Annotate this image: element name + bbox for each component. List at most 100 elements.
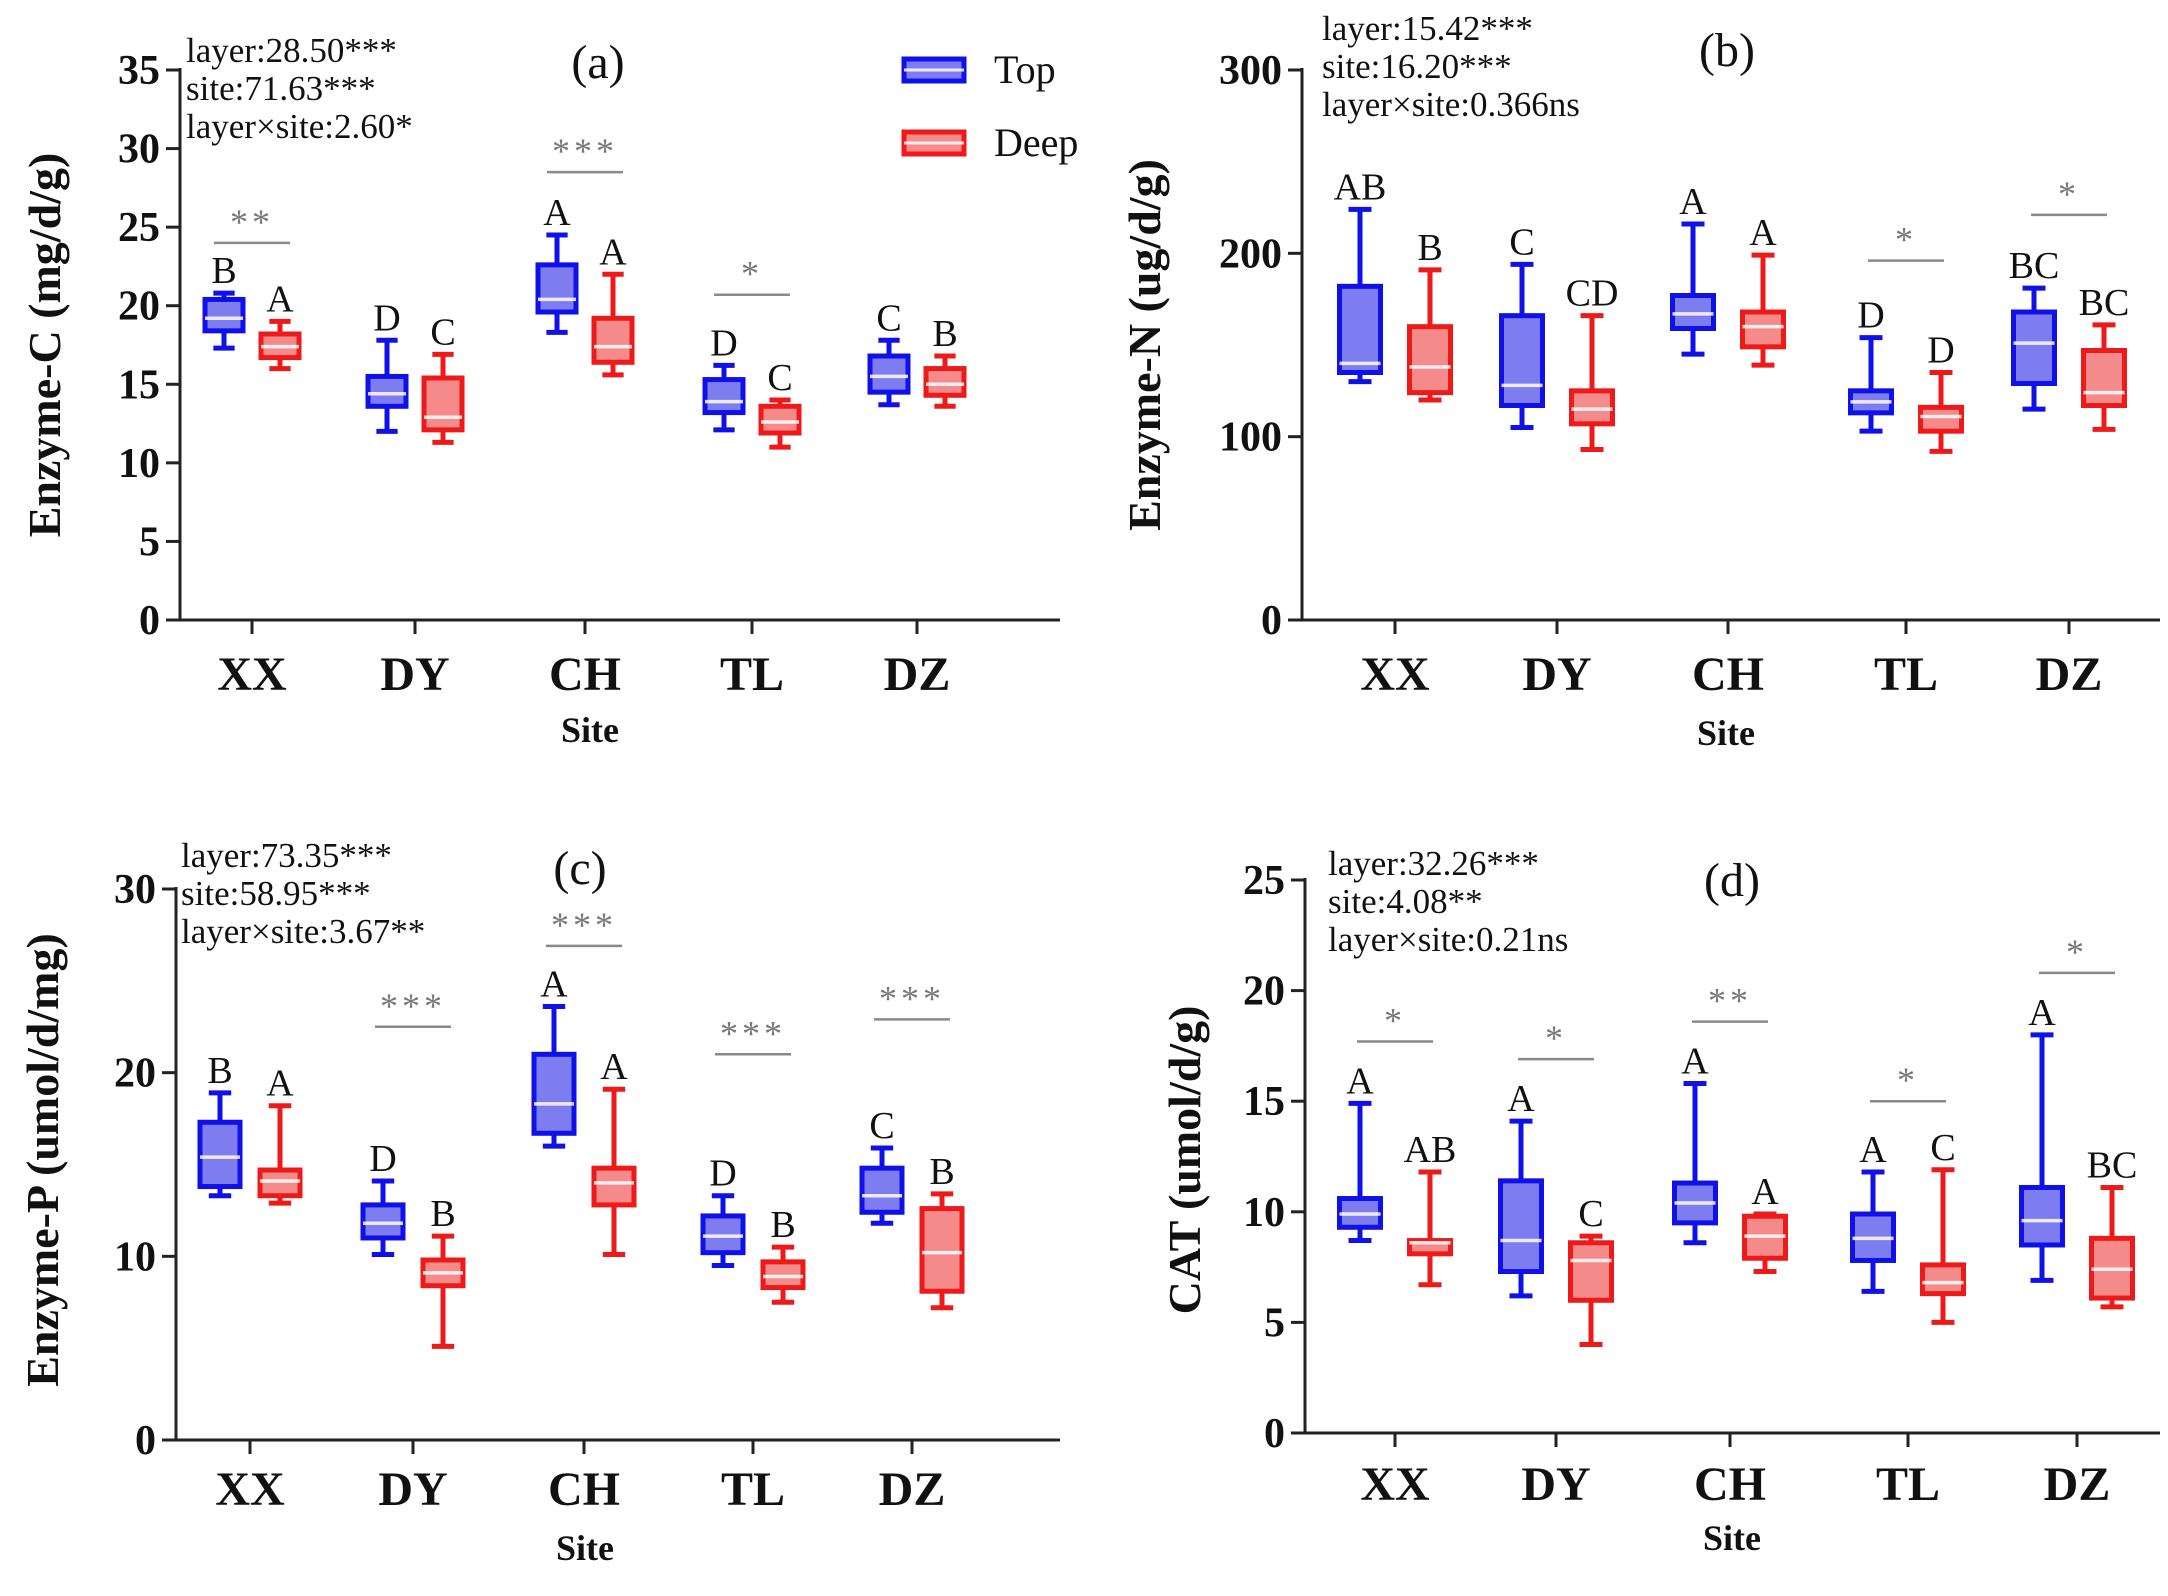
box-deep-ch: A [591, 1046, 637, 1257]
iqr-box [700, 1213, 746, 1256]
group-letter: A [266, 1063, 294, 1105]
iqr-box [919, 1206, 965, 1294]
iqr-box [531, 1051, 577, 1136]
iqr-box [859, 1165, 905, 1215]
x-tick-label: DY [378, 1463, 447, 1516]
x-tick-label: XX [1360, 648, 1430, 701]
box-top-dy: D [360, 1138, 406, 1257]
y-tick-label: 10 [1243, 1190, 1285, 1236]
group-letter: B [207, 1050, 232, 1092]
y-tick-label: 0 [1261, 598, 1282, 644]
x-tick-label: CH [1694, 1458, 1766, 1511]
significance-stars: ** [230, 202, 274, 242]
y-tick-label: 0 [139, 598, 160, 644]
y-tick-label: 300 [1219, 48, 1282, 94]
y-tick-label: 5 [1264, 1300, 1285, 1346]
y-tick-label: 15 [1243, 1079, 1285, 1125]
panel-label: (a) [571, 36, 624, 89]
iqr-box [1920, 1262, 1966, 1297]
significance-dy: *** [375, 986, 451, 1028]
box-deep-tl: D [1918, 330, 1964, 454]
significance-dz: *** [874, 978, 950, 1021]
y-axis-title: Enzyme-P (umol/d/mg) [17, 933, 68, 1387]
panel-d: 0 5 10 15 20 25 XX DY CH TL DZ CAT (umol/d/g) Site (d… [1159, 844, 2160, 1558]
significance-stars: * [1895, 220, 1917, 260]
x-tick-label: CH [548, 1463, 620, 1516]
iqr-box [760, 1259, 806, 1291]
box-deep-tl: C [758, 357, 802, 450]
group-letter: C [1509, 221, 1534, 263]
y-axis-title: Enzyme-N (ug/d/g) [1119, 159, 1170, 531]
y-tick-label: 10 [118, 441, 160, 487]
stat-annotation: layer:28.50*** [186, 31, 397, 70]
box-deep-dy: C [1568, 1193, 1614, 1348]
significance-stars: * [2058, 174, 2080, 214]
group-letter: C [767, 357, 792, 399]
box-deep-dz: B [923, 313, 967, 409]
x-axis-title: Site [556, 1528, 614, 1568]
iqr-box [257, 1167, 303, 1199]
significance-stars: ** [1708, 981, 1752, 1021]
legend-item-top: Top [901, 47, 1056, 92]
group-letter: C [1578, 1193, 1603, 1235]
iqr-box [758, 403, 802, 436]
group-letter: A [1507, 1078, 1535, 1120]
y-tick-label: 30 [118, 127, 160, 173]
iqr-box [1569, 388, 1615, 427]
iqr-box [591, 315, 635, 365]
box-deep-ch: A [591, 231, 635, 378]
stat-annotation: layer×site:2.60* [186, 107, 413, 146]
iqr-box [2019, 1184, 2065, 1248]
box-deep-dz: BC [2079, 282, 2129, 432]
stat-annotation: site:16.20*** [1322, 47, 1512, 86]
series-top: A A A A A [1337, 992, 2065, 1299]
y-axis-title: CAT (umol/d/g) [1159, 1006, 1210, 1315]
group-letter: BC [2009, 245, 2060, 287]
box-top-dz: A [2019, 992, 2065, 1283]
legend-label: Deep [994, 120, 1078, 165]
box-deep-xx: A [258, 278, 302, 372]
x-tick-label: CH [549, 648, 621, 701]
box-deep-ch: A [1740, 212, 1786, 368]
y-tick-label: 200 [1219, 231, 1282, 277]
box-top-tl: D [700, 1153, 746, 1269]
box-top-xx: B [197, 1050, 243, 1199]
panel-a: 0 5 10 15 20 25 30 35 XX DY CH TL DZ Enzyme-C (mg/d/g… [19, 31, 1060, 750]
box-top-dz: BC [2009, 245, 2060, 412]
y-tick-label: 35 [118, 48, 160, 94]
group-letter: A [266, 278, 294, 320]
iqr-box [1568, 1240, 1614, 1303]
box-top-ch: A [531, 964, 577, 1149]
group-letter: A [2028, 992, 2056, 1034]
iqr-box [197, 1119, 243, 1190]
x-tick-label: TL [1874, 648, 1938, 701]
group-letter: D [373, 297, 400, 339]
panel-label: (c) [553, 842, 606, 895]
iqr-box [365, 373, 409, 409]
box-deep-tl: B [760, 1204, 806, 1305]
iqr-box [591, 1165, 637, 1208]
iqr-box [360, 1202, 406, 1241]
x-tick-label: DZ [2044, 1458, 2111, 1511]
group-letter: A [1346, 1060, 1374, 1102]
x-tick-label: XX [1360, 1458, 1430, 1511]
box-top-ch: A [1670, 181, 1716, 357]
significance-ch: ** [1692, 981, 1768, 1023]
group-letter: AB [1404, 1129, 1457, 1171]
series-deep: AB C A C BC [1404, 1127, 2138, 1348]
group-letter: B [211, 250, 236, 292]
group-letter: BC [2087, 1144, 2138, 1186]
x-tick-label: TL [720, 648, 784, 701]
significance-stars: * [2066, 932, 2088, 972]
y-tick-label: 25 [1243, 858, 1285, 904]
significance-dz: * [2039, 932, 2115, 975]
box-deep-tl: C [1920, 1127, 1966, 1325]
iqr-box [1499, 313, 1545, 408]
x-tick-label: DY [1521, 1458, 1590, 1511]
significance-stars: *** [552, 131, 618, 171]
x-tick-label: CH [1692, 648, 1764, 701]
